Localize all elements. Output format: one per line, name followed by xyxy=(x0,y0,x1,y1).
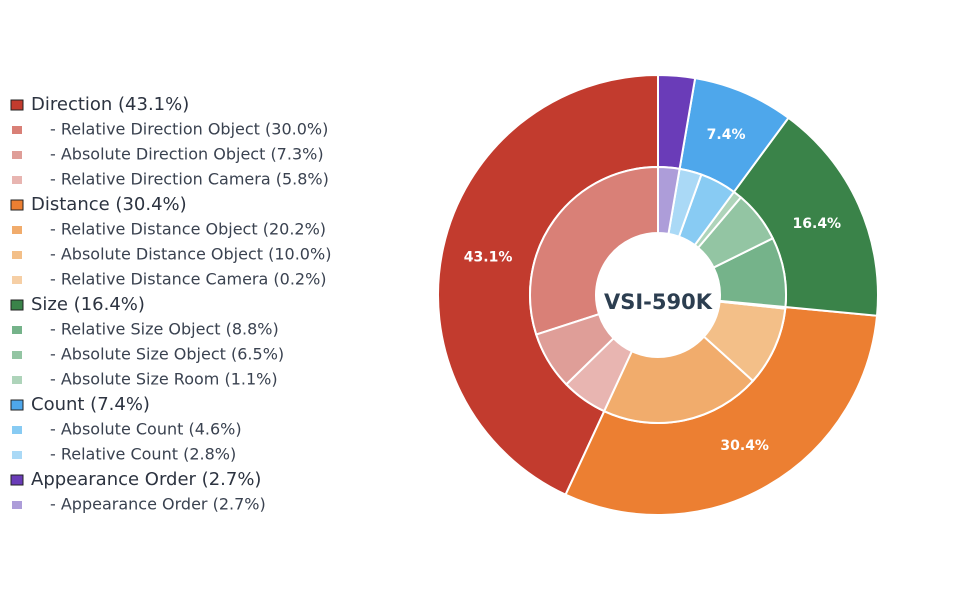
legend-swatch xyxy=(12,126,22,134)
inner-slice xyxy=(657,165,681,236)
legend-label: - Absolute Distance Object (10.0%) xyxy=(50,245,331,264)
inner-slice xyxy=(602,335,755,424)
legend-swatch xyxy=(12,251,22,259)
legend-swatch xyxy=(10,299,24,311)
legend-swatch xyxy=(12,151,22,159)
legend-label: Count (7.4%) xyxy=(31,394,150,415)
legend-label: - Absolute Count (4.6%) xyxy=(50,420,242,439)
legend-label: - Relative Distance Object (20.2%) xyxy=(50,220,326,239)
legend-label: - Relative Size Object (8.8%) xyxy=(50,320,279,339)
legend-label: Size (16.4%) xyxy=(31,294,145,315)
legend-label: Appearance Order (2.7%) xyxy=(31,469,261,490)
legend-label: - Absolute Direction Object (7.3%) xyxy=(50,145,324,164)
center-label: VSI-590K xyxy=(604,290,713,314)
legend-swatch xyxy=(10,99,24,111)
legend-label: - Relative Count (2.8%) xyxy=(50,445,236,464)
legend-swatch xyxy=(10,199,24,211)
slice-value-label: 16.4% xyxy=(793,216,842,232)
legend-swatch xyxy=(12,376,22,384)
legend-swatch xyxy=(12,176,22,184)
slice-value-label: 43.1% xyxy=(464,250,513,266)
legend-label: - Relative Direction Camera (5.8%) xyxy=(50,170,329,189)
legend-label: - Absolute Size Object (6.5%) xyxy=(50,345,284,364)
inner-slice xyxy=(529,165,659,336)
legend-label: - Appearance Order (2.7%) xyxy=(50,495,266,514)
legend-swatch xyxy=(12,451,22,459)
legend-label: - Relative Distance Camera (0.2%) xyxy=(50,270,327,289)
legend-label: - Absolute Size Room (1.1%) xyxy=(50,370,278,389)
legend-label: - Relative Direction Object (30.0%) xyxy=(50,120,328,139)
slice-value-label: 30.4% xyxy=(720,438,769,454)
legend-swatch xyxy=(12,226,22,234)
legend-label: Direction (43.1%) xyxy=(31,94,189,115)
legend-swatch xyxy=(12,351,22,359)
legend-swatch xyxy=(12,276,22,284)
legend-swatch xyxy=(12,501,22,509)
slice-value-label: 7.4% xyxy=(707,127,746,143)
legend-label: Distance (30.4%) xyxy=(31,194,187,215)
legend-swatch xyxy=(12,426,22,434)
legend-swatch xyxy=(10,399,24,411)
legend-swatch xyxy=(12,326,22,334)
legend-swatch xyxy=(10,474,24,486)
